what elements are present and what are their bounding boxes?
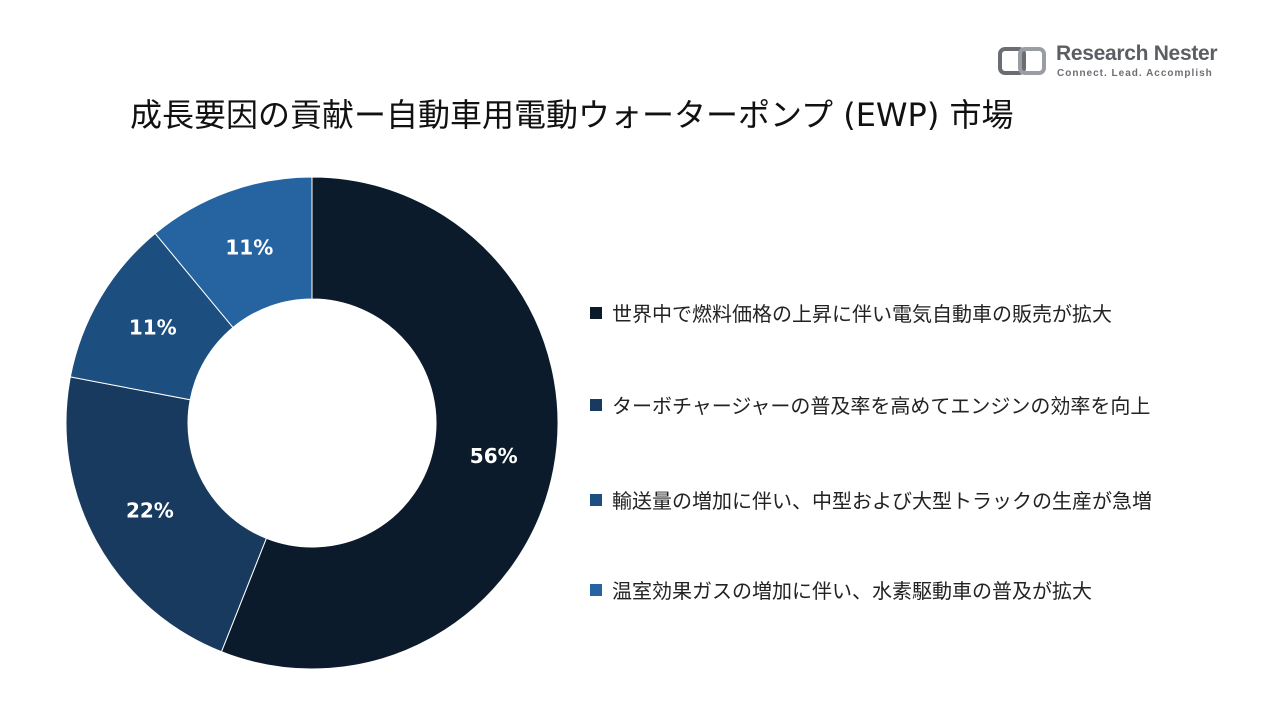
data-label-0: 56% <box>470 444 518 468</box>
logo-tagline: Connect. Lead. Accomplish <box>1057 68 1213 79</box>
donut-slice-3 <box>154 176 313 329</box>
data-label-1: 22% <box>126 499 174 523</box>
donut-slice-1 <box>65 376 268 653</box>
legend-swatch-3 <box>590 584 602 596</box>
legend-label-0: 世界中で燃料価格の上昇に伴い電気自動車の販売が拡大 <box>612 302 1112 326</box>
legend-swatch-1 <box>590 399 602 411</box>
legend-swatch-2 <box>590 494 602 506</box>
legend-label-1: ターボチャージャーの普及率を高めてエンジンの効率を向上 <box>612 394 1151 418</box>
donut-chart: 56% 22% 11% 11% <box>65 176 559 670</box>
legend-swatch-0 <box>590 307 602 319</box>
research-nester-logo-icon <box>998 47 1046 75</box>
data-label-3: 11% <box>225 235 273 259</box>
legend-label-3: 温室効果ガスの増加に伴い、水素駆動車の普及が拡大 <box>612 579 1092 603</box>
brand-logo: Research Nester Connect. Lead. Accomplis… <box>998 42 1228 86</box>
data-label-2: 11% <box>129 315 177 339</box>
donut-slice-0 <box>220 176 559 670</box>
logo-name: Research Nester <box>1056 42 1218 65</box>
legend-label-2: 輸送量の増加に伴い、中型および大型トラックの生産が急増 <box>612 489 1152 513</box>
chart-title: 成長要因の貢献ー自動車用電動ウォーターポンプ (EWP) 市場 <box>130 96 1014 134</box>
